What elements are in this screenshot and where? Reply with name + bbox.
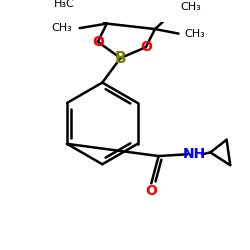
Text: NH: NH bbox=[183, 147, 206, 161]
Text: CH₃: CH₃ bbox=[52, 23, 72, 33]
Text: O: O bbox=[145, 184, 157, 198]
Text: O: O bbox=[140, 40, 152, 54]
Text: B: B bbox=[115, 50, 126, 66]
Text: O: O bbox=[92, 35, 104, 49]
Text: CH₃: CH₃ bbox=[180, 2, 201, 12]
Text: H₃C: H₃C bbox=[54, 0, 74, 9]
Text: CH₃: CH₃ bbox=[184, 28, 205, 38]
